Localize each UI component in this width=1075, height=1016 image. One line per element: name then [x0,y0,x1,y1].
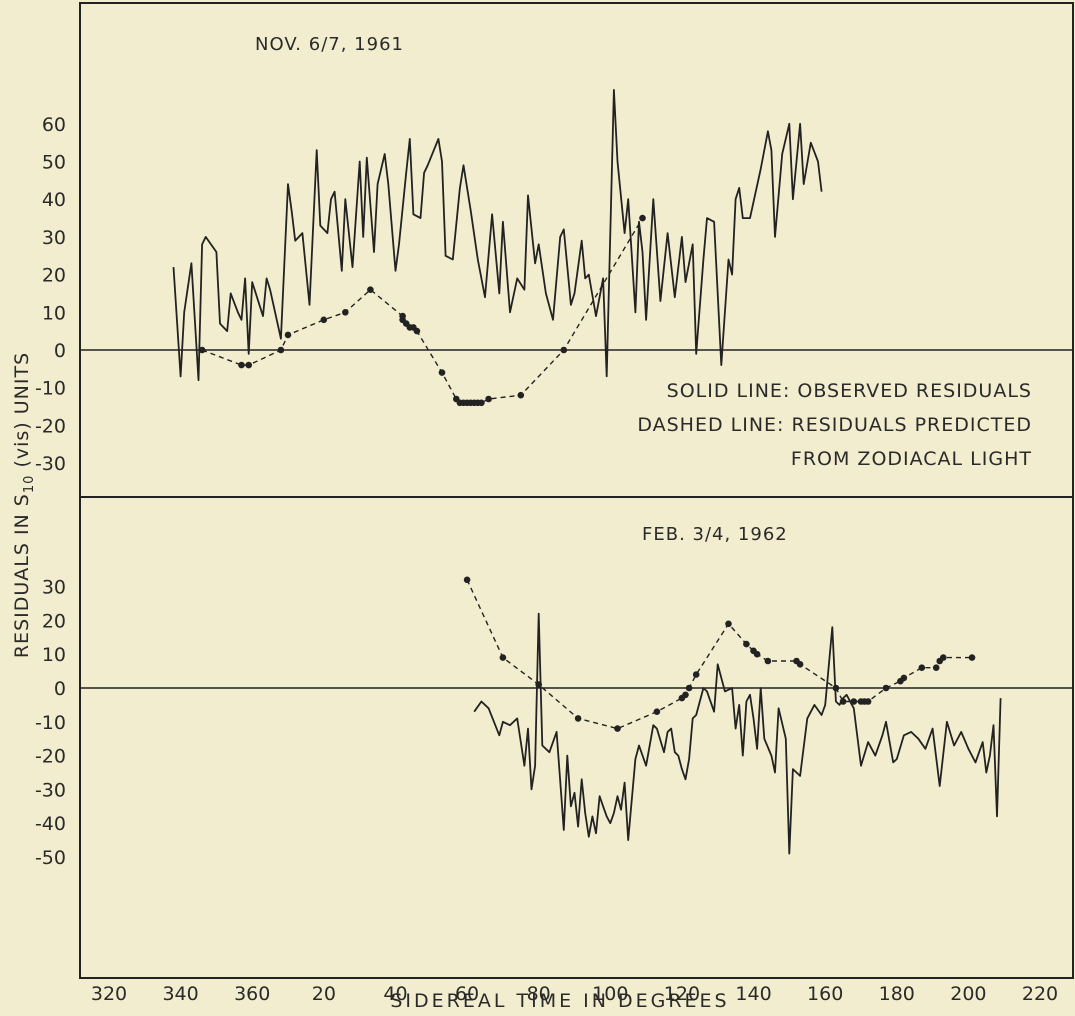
y-tick-label: -30 [35,779,66,801]
legend-line-2: DASHED LINE: RESIDUALS PREDICTED [637,414,1032,436]
x-tick-label: 80 [527,983,551,1005]
predicted-point-bottom [614,725,621,732]
y-tick-label: -30 [35,453,66,475]
y-tick-label: -10 [35,378,66,400]
y-tick-labels-bottom: 30 20 10 0 -10 -20 -30 -40 -50 [35,577,66,869]
y-tick-label: 10 [42,644,66,666]
y-tick-label: -20 [35,415,66,437]
predicted-point-bottom [753,650,761,658]
y-tick-label: 30 [42,577,66,599]
x-tick-label: 200 [950,983,986,1005]
predicted-point-bottom [850,698,858,705]
y-tick-labels-top: 60 50 40 30 20 10 0 -10 -20 -30 [35,114,66,475]
x-tick-label: 100 [592,983,628,1005]
y-tick-label: -20 [35,746,66,768]
predicted-point-bottom [900,674,908,682]
predicted-point-top [284,331,292,339]
y-tick-label: 20 [42,610,66,632]
predicted-point-bottom [882,684,890,692]
predicted-point-bottom [764,657,772,665]
predicted-point-bottom [682,691,689,699]
x-tick-label: 220 [1022,983,1058,1005]
y-tick-label: -40 [35,813,66,835]
x-tick-label: 180 [879,983,915,1005]
x-tick-label: 140 [735,983,771,1005]
predicted-point-bottom [940,654,947,661]
predicted-point-top [413,327,421,335]
predicted-point-top [560,346,568,354]
x-tick-label: 320 [91,983,127,1005]
predicted-point-bottom [743,640,750,648]
legend-line-3: FROM ZODIACAL LIGHT [791,448,1032,470]
legend-line-1: SOLID LINE: OBSERVED RESIDUALS [667,380,1032,402]
predicted-point-top [342,309,349,316]
y-axis-label-pre: RESIDUALS IN S [11,493,33,658]
predicted-point-bottom [932,664,940,671]
y-tick-label: 50 [42,152,66,174]
x-axis-label: SIDEREAL TIME IN DEGREES [390,990,729,1012]
x-tick-label: 20 [312,983,336,1005]
predicted-point-top [367,286,374,294]
predicted-point-top [320,316,328,324]
y-tick-label: 0 [54,678,66,700]
y-tick-label: 60 [42,114,66,136]
panel-title-bottom: FEB. 3/4, 1962 [642,524,788,545]
predicted-point-bottom [968,654,976,661]
x-tick-label: 340 [162,983,198,1005]
y-tick-label: 10 [42,302,66,324]
predicted-point-bottom [918,664,926,671]
predicted-point-bottom [653,708,661,715]
predicted-point-bottom [832,684,840,692]
predicted-point-top [198,346,206,354]
predicted-point-top [245,361,252,369]
series-group-bottom [463,576,1002,855]
x-tick-labels: 320 340 360 20 40 60 80 100 120 140 160 180 200 220 [91,983,1058,1005]
predicted-point-bottom [685,684,693,692]
predicted-point-top [238,361,245,369]
predicted-residuals-line-top [201,217,644,404]
predicted-point-bottom [535,681,542,688]
predicted-point-bottom [864,698,872,705]
predicted-point-bottom [463,576,471,584]
predicted-point-bottom [725,620,732,628]
predicted-point-bottom [839,698,847,705]
y-tick-label: 40 [42,189,66,211]
predicted-point-top [277,346,285,354]
predicted-residuals-line-bottom [466,579,972,730]
plot-frame [79,2,1074,979]
x-tick-label: 120 [664,983,700,1005]
predicted-point-top [517,391,525,399]
panel-title-top: NOV. 6/7, 1961 [255,34,404,55]
predicted-point-top [485,395,492,403]
predicted-point-bottom [574,715,582,722]
predicted-point-bottom [796,661,804,668]
y-tick-label: 20 [42,265,66,287]
series-group-top [172,89,823,407]
predicted-point-top [438,369,446,376]
x-tick-label: 360 [234,983,270,1005]
y-tick-label: 0 [54,340,66,362]
x-tick-label: 60 [455,983,479,1005]
y-axis-label-post: (vis) UNITS [11,352,33,475]
predicted-point-bottom [692,671,700,678]
y-tick-label: -10 [35,712,66,734]
x-tick-label: 40 [383,983,407,1005]
y-axis-label: RESIDUALS IN S10 (vis) UNITS [11,352,37,658]
x-tick-label: 160 [807,983,843,1005]
observed-residuals-line-bottom [473,612,1002,855]
y-tick-label: 30 [42,227,66,249]
predicted-point-bottom [499,654,507,661]
y-tick-label: -50 [35,847,66,869]
predicted-point-top [639,214,646,222]
observed-residuals-line-top [172,89,823,382]
y-axis-label-sub: 10 [22,475,37,494]
predicted-point-top [478,399,485,407]
